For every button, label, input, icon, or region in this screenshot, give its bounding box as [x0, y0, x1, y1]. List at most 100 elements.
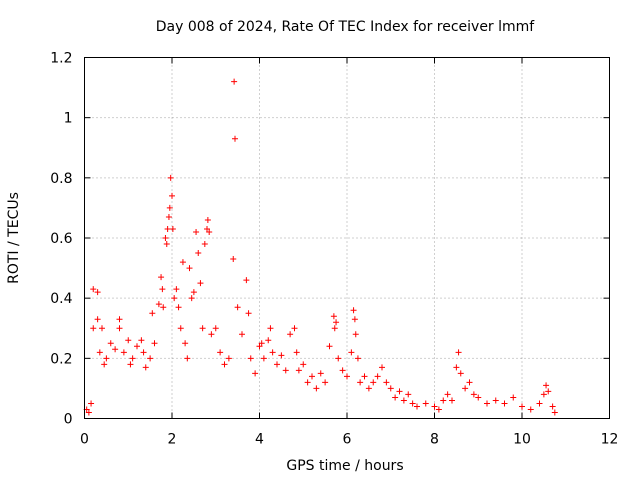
- data-point: [182, 340, 189, 347]
- data-point: [177, 325, 184, 332]
- data-point: [159, 286, 166, 293]
- data-point: [282, 367, 289, 374]
- data-point: [551, 409, 558, 416]
- data-point: [455, 349, 462, 356]
- x-tick-label: 10: [513, 432, 531, 448]
- x-tick-label: 4: [255, 432, 264, 448]
- data-point: [231, 78, 238, 85]
- data-point: [175, 304, 182, 311]
- x-tick-label: 12: [601, 432, 619, 448]
- data-point: [140, 349, 147, 356]
- data-point: [165, 213, 172, 220]
- data-point: [90, 325, 97, 332]
- data-point: [116, 316, 123, 323]
- data-point: [151, 340, 158, 347]
- data-point: [431, 403, 438, 410]
- data-point: [333, 319, 340, 326]
- data-point: [163, 241, 170, 248]
- data-point: [304, 379, 311, 386]
- data-point: [142, 364, 149, 371]
- y-tick-label: 1.2: [50, 51, 72, 67]
- y-tick-label: 1: [64, 111, 73, 127]
- data-point: [383, 379, 390, 386]
- data-point: [199, 325, 206, 332]
- data-point: [361, 373, 368, 380]
- chart-title: Day 008 of 2024, Rate Of TEC Index for r…: [156, 19, 536, 35]
- data-point: [195, 250, 202, 257]
- data-point: [440, 397, 447, 404]
- data-point: [374, 373, 381, 380]
- grid-lines: [84, 57, 610, 419]
- data-point: [221, 361, 228, 368]
- y-axis-label: ROTI / TECUs: [6, 192, 22, 284]
- data-point: [317, 370, 324, 377]
- data-point: [409, 400, 416, 407]
- data-point: [400, 397, 407, 404]
- data-point: [245, 310, 252, 317]
- data-point: [94, 289, 101, 296]
- data-point: [188, 295, 195, 302]
- data-point: [96, 349, 103, 356]
- data-point: [171, 295, 178, 302]
- data-point: [351, 316, 358, 323]
- data-point: [101, 361, 108, 368]
- tick-labels: 0 2 4 6 8 10 12 0 0.2 0.4 0.6 0.8 1 1.2: [50, 51, 618, 448]
- data-point: [232, 135, 238, 142]
- data-point: [466, 379, 473, 386]
- x-tick-label: 0: [80, 432, 89, 448]
- data-point: [414, 403, 420, 410]
- data-point: [169, 225, 176, 232]
- data-point: [309, 373, 315, 380]
- data-points: [83, 78, 558, 416]
- data-point: [326, 343, 333, 350]
- data-point: [99, 325, 105, 332]
- data-point: [335, 355, 342, 362]
- data-point: [354, 355, 361, 362]
- data-point: [387, 385, 394, 392]
- data-point: [243, 277, 250, 284]
- data-point: [357, 379, 364, 386]
- data-point: [127, 361, 134, 368]
- data-point: [330, 313, 337, 320]
- data-point: [470, 391, 477, 398]
- data-point: [134, 343, 140, 350]
- data-point: [274, 361, 280, 368]
- y-tick-label: 0.2: [50, 351, 72, 367]
- data-point: [107, 340, 114, 347]
- data-point: [164, 225, 171, 232]
- data-point: [217, 349, 224, 356]
- data-point: [453, 364, 460, 371]
- data-point: [519, 403, 525, 410]
- data-point: [247, 355, 254, 362]
- data-point: [201, 241, 208, 248]
- data-point: [90, 286, 97, 293]
- data-point: [422, 400, 429, 407]
- data-point: [265, 337, 272, 344]
- axis-ticks: [84, 57, 610, 419]
- data-point: [173, 286, 180, 293]
- data-point: [149, 310, 156, 317]
- data-point: [169, 192, 175, 199]
- y-tick-label: 0.4: [50, 291, 72, 307]
- data-point: [462, 385, 469, 392]
- data-point: [88, 400, 95, 407]
- y-tick-label: 0.8: [50, 171, 72, 187]
- data-point: [179, 259, 186, 266]
- data-point: [379, 364, 385, 371]
- data-point: [549, 403, 556, 410]
- data-point: [475, 394, 482, 401]
- data-point: [449, 397, 455, 404]
- x-axis-label: GPS time / hours: [286, 458, 403, 474]
- data-point: [352, 331, 359, 338]
- data-point: [252, 370, 259, 377]
- data-point: [112, 346, 119, 353]
- data-point: [197, 280, 204, 287]
- data-point: [536, 400, 543, 407]
- data-point: [234, 304, 241, 311]
- data-point: [295, 367, 302, 374]
- data-point: [158, 274, 165, 281]
- data-point: [206, 228, 213, 235]
- data-point: [193, 228, 200, 235]
- x-tick-label: 6: [343, 432, 352, 448]
